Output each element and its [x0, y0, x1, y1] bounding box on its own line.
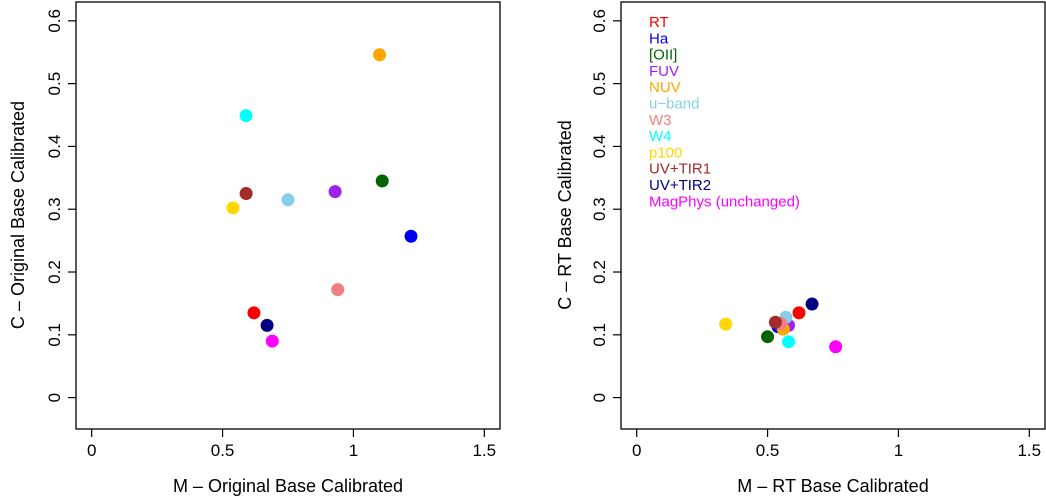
- legend-entry: [OII]: [649, 47, 677, 64]
- legend-entry: W3: [649, 112, 672, 129]
- data-point: [328, 185, 342, 199]
- data-points: [719, 297, 843, 354]
- data-point: [239, 109, 253, 123]
- data-point: [331, 283, 345, 297]
- legend-entry: UV+TIR1: [649, 161, 711, 178]
- legend-entry: FUV: [649, 63, 679, 80]
- y-tick-label: 0.4: [590, 135, 609, 159]
- legend-entry: RT: [649, 14, 669, 31]
- data-point: [792, 306, 806, 320]
- y-tick-label: 0.5: [590, 72, 609, 96]
- x-axis: 0 0.5 1 1.5: [632, 429, 1041, 460]
- right-scatter-panel: 0 0.5 1 1.5 0 0.1 0.2 0.3 0.4 0.5 0.6 M – RT Base…: [555, 1, 1046, 496]
- legend-entry: u−band: [649, 96, 699, 113]
- x-tick-label: 1: [349, 441, 358, 460]
- x-tick-label: 0: [87, 441, 96, 460]
- data-point: [761, 330, 775, 344]
- x-axis-title: M – RT Base Calibrated: [737, 476, 928, 496]
- data-point: [829, 340, 843, 354]
- data-points: [226, 48, 418, 348]
- left-scatter-panel: 0 0.5 1 1.5 0 0.1 0.2 0.3 0.4 0.5 0.6 M – Origina…: [8, 1, 501, 496]
- data-point: [247, 306, 261, 320]
- y-tick-label: 0.3: [590, 197, 609, 221]
- y-axis: 0 0.1 0.2 0.3 0.4 0.5 0.6: [590, 9, 621, 402]
- data-point: [239, 187, 253, 201]
- y-tick-label: 0.1: [45, 323, 64, 347]
- y-tick-label: 0: [590, 393, 609, 402]
- data-point: [375, 174, 389, 188]
- data-point: [281, 193, 295, 207]
- legend-entry: MagPhys (unchanged): [649, 193, 800, 210]
- x-axis: 0 0.5 1 1.5: [87, 429, 496, 460]
- x-tick-label: 0.5: [756, 441, 780, 460]
- x-axis-title: M – Original Base Calibrated: [173, 476, 403, 496]
- data-point: [373, 48, 387, 62]
- y-tick-label: 0.6: [590, 9, 609, 33]
- legend-entry: UV+TIR2: [649, 177, 711, 194]
- data-point: [805, 297, 819, 311]
- plot-frame: [620, 1, 1046, 430]
- data-point: [265, 334, 279, 348]
- legend-entry: p100: [649, 144, 682, 161]
- legend-entry: NUV: [649, 79, 681, 96]
- y-tick-label: 0.2: [590, 260, 609, 284]
- x-tick-label: 1.5: [472, 441, 496, 460]
- y-tick-label: 0.1: [590, 323, 609, 347]
- x-tick-label: 0.5: [211, 441, 235, 460]
- y-tick-label: 0.2: [45, 260, 64, 284]
- y-tick-label: 0.3: [45, 197, 64, 221]
- legend-entry: W4: [649, 128, 672, 145]
- x-tick-label: 1.5: [1017, 441, 1041, 460]
- y-axis-title: C – RT Base Calibrated: [555, 120, 575, 309]
- data-point: [768, 315, 782, 329]
- data-point: [719, 317, 733, 331]
- x-tick-label: 1: [894, 441, 903, 460]
- plot-frame: [75, 1, 501, 430]
- y-tick-label: 0: [45, 393, 64, 402]
- data-point: [404, 229, 418, 243]
- y-tick-label: 0.6: [45, 9, 64, 33]
- data-point: [260, 318, 274, 332]
- legend: RTHa[OII]FUVNUVu−bandW3W4p100UV+TIR1UV+T…: [649, 14, 800, 210]
- data-point: [226, 201, 240, 215]
- y-axis: 0 0.1 0.2 0.3 0.4 0.5 0.6: [45, 9, 76, 402]
- data-point: [782, 335, 796, 349]
- legend-entry: Ha: [649, 30, 669, 47]
- y-tick-label: 0.4: [45, 135, 64, 159]
- x-tick-label: 0: [632, 441, 641, 460]
- y-tick-label: 0.5: [45, 72, 64, 96]
- y-axis-title: C – Original Base Calibrated: [8, 101, 28, 329]
